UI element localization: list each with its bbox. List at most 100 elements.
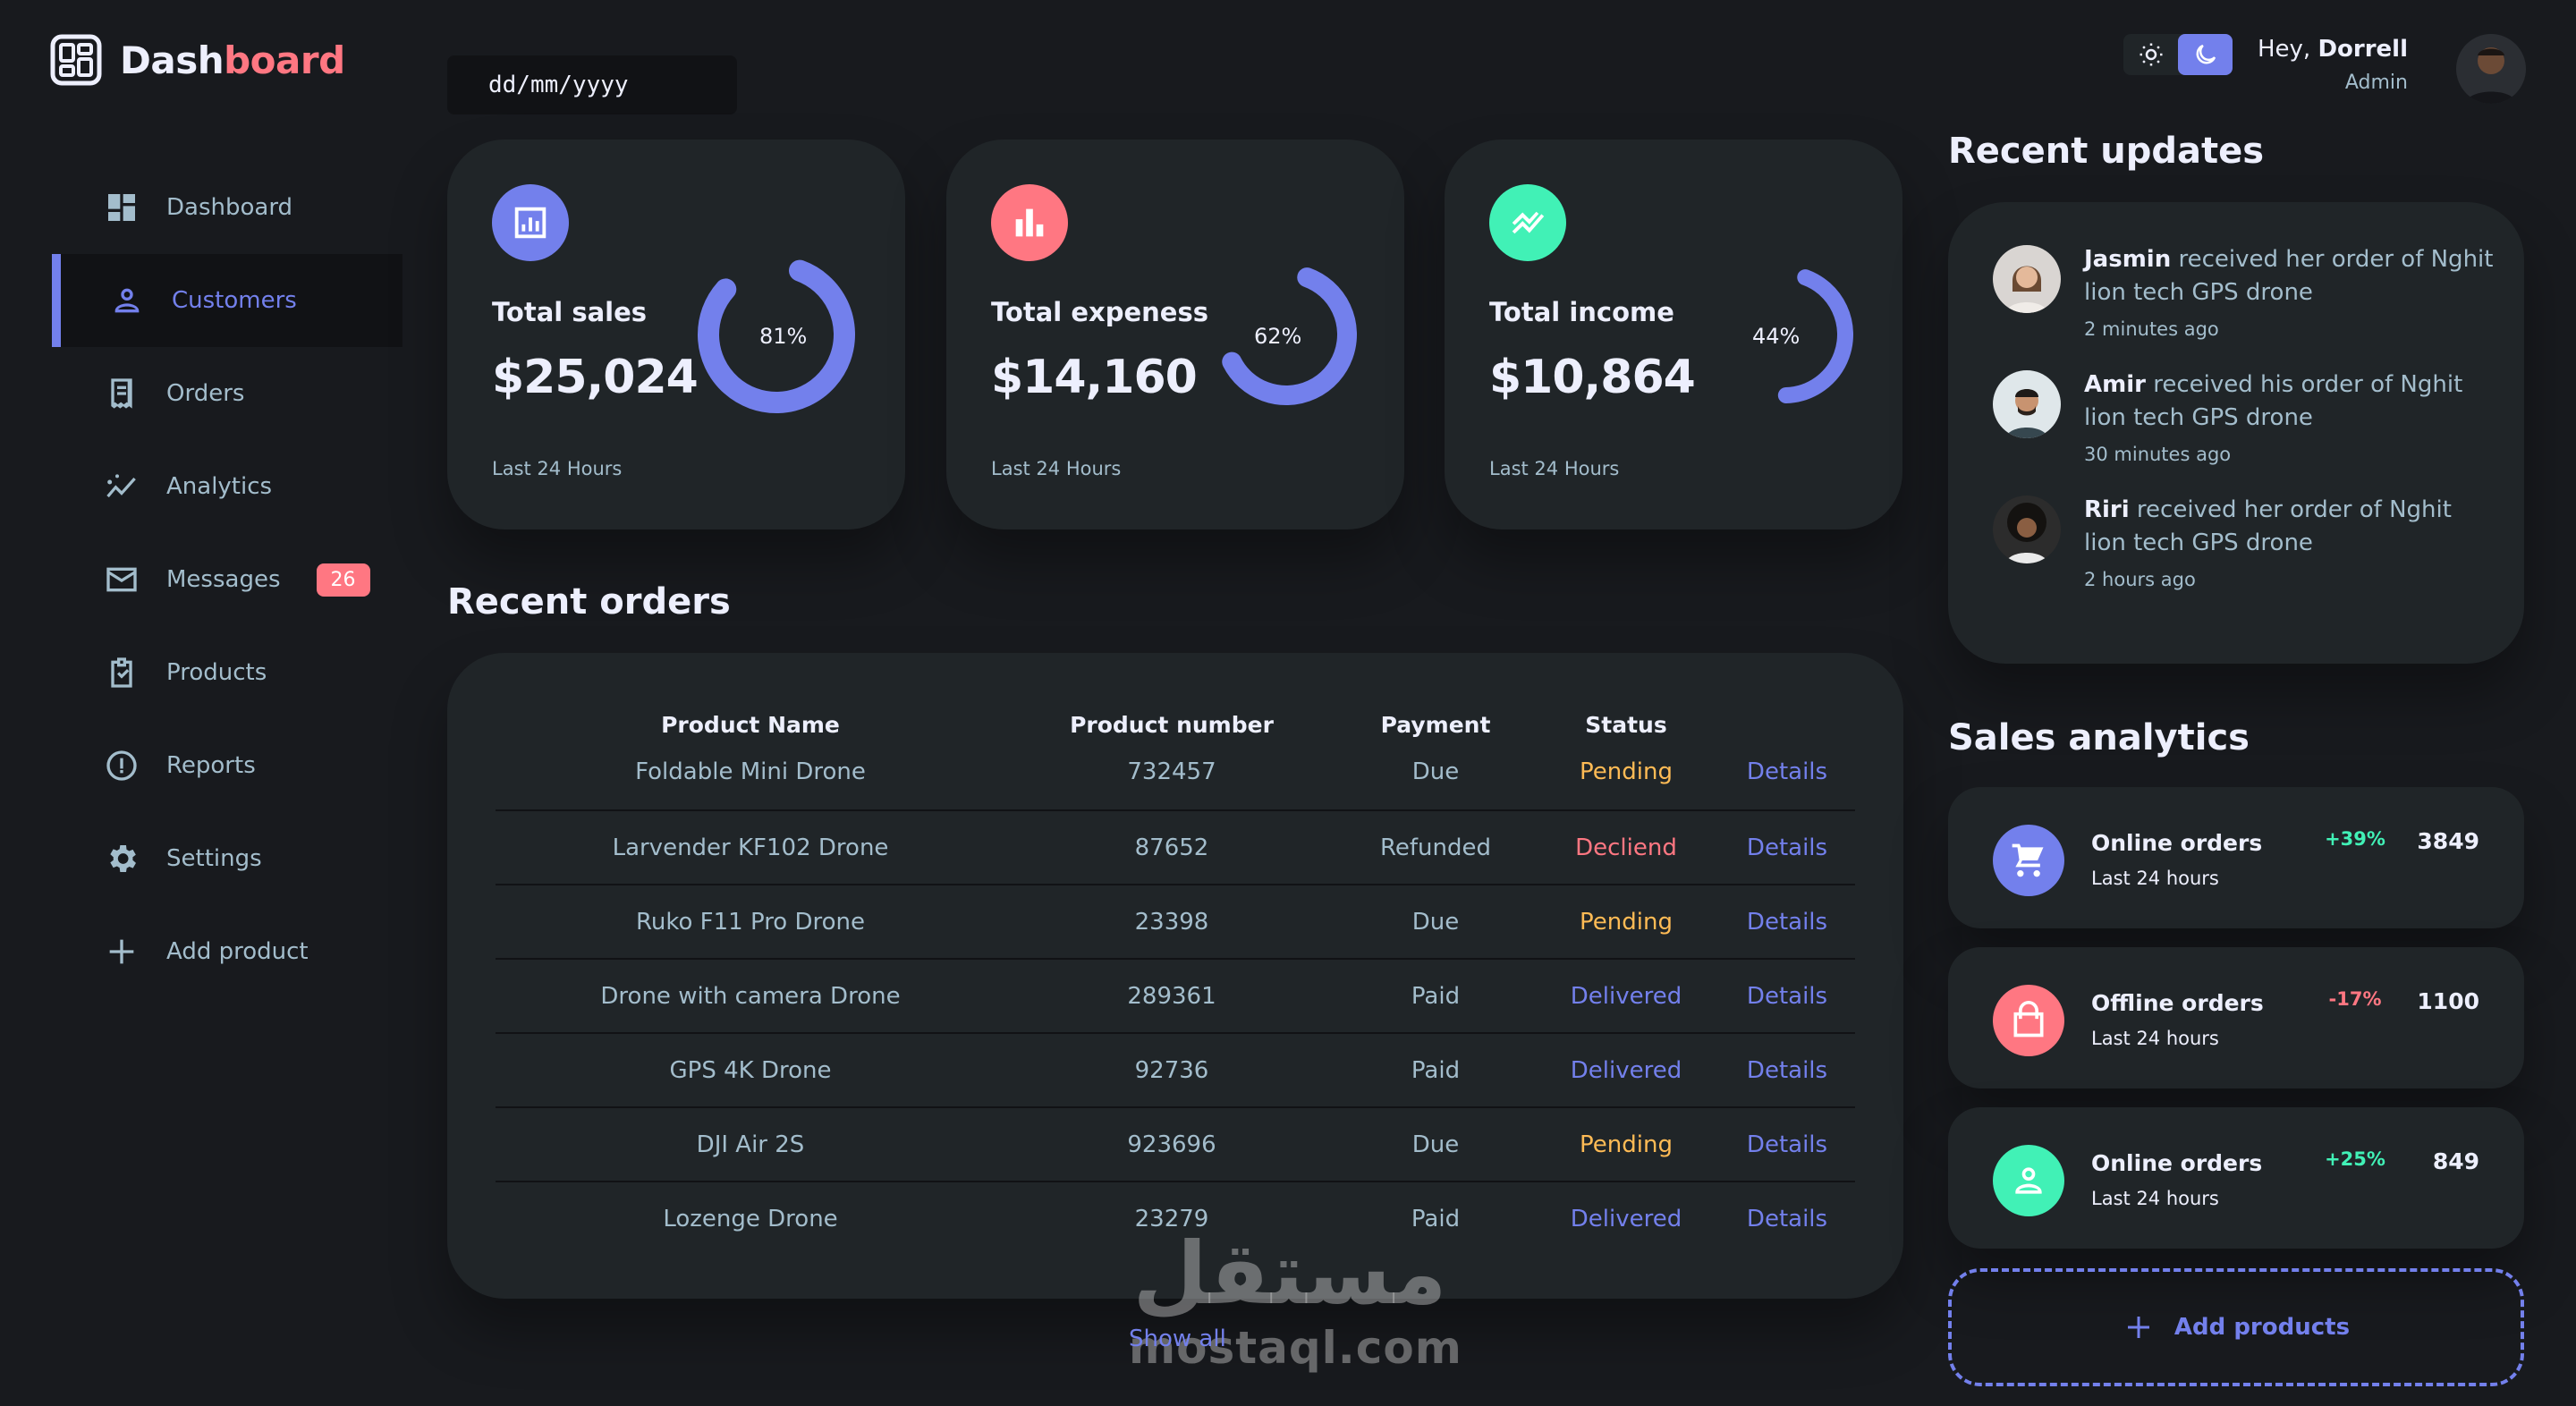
sidebar-item-reports[interactable]: Reports	[52, 719, 402, 812]
column-header: Product Name	[661, 711, 840, 738]
grid-icon	[108, 194, 135, 221]
payment-status: Due	[1338, 1107, 1533, 1182]
details-link[interactable]: Details	[1719, 959, 1855, 1034]
details-link[interactable]: Details	[1719, 746, 1855, 811]
watermark-arabic: مستقل	[1132, 1224, 1447, 1324]
stat-title: Total expeness	[991, 297, 1208, 327]
sidebar-item-label: Customers	[172, 287, 297, 314]
product-number: 732457	[1005, 746, 1338, 811]
messages-count-badge: 26	[316, 563, 370, 597]
payment-status: Paid	[1411, 1206, 1461, 1232]
orders-table: Product Name Product number Payment Stat…	[496, 696, 1855, 1256]
cart-icon	[1993, 825, 2064, 896]
sidebar-item-label: Settings	[166, 845, 262, 872]
sidebar-item-customers[interactable]: Customers	[52, 254, 402, 347]
stat-percent: 81%	[759, 324, 808, 349]
profile-info: Hey, Dorrell Admin	[2258, 36, 2408, 94]
avatar[interactable]	[2456, 34, 2526, 104]
chart-icon	[492, 184, 569, 261]
stat-percent: 62%	[1254, 324, 1302, 349]
update-time: 2 minutes ago	[2084, 318, 2219, 340]
stat-card-total-income: Total income $10,864 Last 24 Hours 44%	[1445, 140, 1902, 529]
update-time: 2 hours ago	[2084, 569, 2196, 590]
sidebar-item-messages[interactable]: Messages 26	[52, 533, 402, 626]
order-status: Delivered	[1570, 1206, 1682, 1232]
bag-icon	[1993, 985, 2064, 1056]
table-row: DJI Air 2S 923696 Due Pending Details	[496, 1107, 1855, 1182]
payment-status: Paid	[1338, 959, 1533, 1034]
sidebar-item-products[interactable]: Products	[52, 626, 402, 719]
sales-item-period: Last 24 hours	[2091, 1028, 2219, 1049]
theme-toggle[interactable]	[2123, 34, 2233, 75]
sales-item-change: +39%	[2325, 828, 2385, 850]
payment-status: Due	[1338, 746, 1533, 811]
details-link[interactable]: Details	[1719, 810, 1855, 885]
sidebar-item-analytics[interactable]: Analytics	[52, 440, 402, 533]
plus-icon	[109, 939, 134, 964]
stat-card-total-expenses: Total expeness $14,160 Last 24 Hours 62%	[946, 140, 1404, 529]
sidebar-item-add-product[interactable]: Add product	[52, 905, 402, 998]
profile-role: Admin	[2344, 72, 2408, 94]
details-link[interactable]: Details	[1719, 1107, 1855, 1182]
product-number: 23398	[1005, 885, 1338, 960]
sidebar-item-dashboard[interactable]: Dashboard	[52, 161, 402, 254]
trending-up-icon	[1489, 184, 1566, 261]
update-text: Amir received his order of Nghit lion te…	[2084, 371, 2463, 431]
sidebar-item-label: Orders	[166, 380, 245, 407]
stat-amount: $25,024	[492, 351, 699, 404]
sidebar-item-label: Messages	[166, 566, 281, 593]
bar-chart-icon	[991, 184, 1068, 261]
product-number: 92736	[1005, 1033, 1338, 1108]
sales-item-name: Online orders	[2091, 1150, 2263, 1176]
add-products-button[interactable]: Add products	[1948, 1268, 2524, 1386]
details-link[interactable]: Details	[1719, 885, 1855, 960]
watermark-latin: mostaql.com	[1129, 1322, 1462, 1374]
sidebar-item-label: Reports	[166, 752, 256, 779]
details-link[interactable]: Details	[1746, 1206, 1828, 1232]
gear-icon	[110, 845, 136, 872]
date-input[interactable]: dd/mm/yyyy	[447, 55, 737, 114]
product-name: Lozenge Drone	[663, 1206, 838, 1232]
table-row: Lozenge Drone 23279 Paid Delivered Detai…	[496, 1182, 1855, 1256]
clipboard-icon	[111, 657, 132, 688]
profile-name: Dorrell	[2318, 36, 2408, 63]
product-name: GPS 4K Drone	[496, 1033, 1005, 1108]
progress-ring-arc	[698, 256, 855, 413]
recent-orders-title: Recent orders	[447, 581, 731, 623]
sidebar-item-label: Products	[166, 659, 267, 686]
sales-item-value: 3849	[2417, 828, 2479, 854]
sales-item-period: Last 24 hours	[2091, 868, 2219, 889]
sidebar-nav: Dashboard Customers Orders Analytics Mes…	[52, 161, 402, 998]
sidebar-item-label: Analytics	[166, 473, 273, 500]
avatar	[1993, 495, 2061, 563]
receipt-icon	[111, 378, 132, 409]
column-header: Status	[1585, 711, 1667, 738]
stat-period: Last 24 Hours	[1489, 458, 1620, 479]
sidebar-item-orders[interactable]: Orders	[52, 347, 402, 440]
details-link[interactable]: Details	[1719, 1033, 1855, 1108]
dark-mode-button[interactable]	[2178, 34, 2233, 75]
show-all-link[interactable]: Show all	[1129, 1326, 1226, 1352]
sidebar: Dashboard Dashboard Customers Orders Ana…	[0, 0, 411, 1406]
payment-status: Refunded	[1338, 810, 1533, 885]
sales-item-new-customers: Online orders Last 24 hours +25% 849	[1948, 1107, 2524, 1249]
progress-ring-arc	[1216, 264, 1357, 405]
stat-period: Last 24 Hours	[991, 458, 1122, 479]
sales-item-name: Offline orders	[2091, 990, 2264, 1016]
product-name: Larvender KF102 Drone	[496, 810, 1005, 885]
product-name: Drone with camera Drone	[496, 959, 1005, 1034]
progress-ring-arc	[1716, 266, 1853, 403]
order-status: Pending	[1533, 746, 1719, 811]
sidebar-item-settings[interactable]: Settings	[52, 812, 402, 905]
sales-item-value: 849	[2432, 1148, 2479, 1174]
stat-period: Last 24 Hours	[492, 458, 623, 479]
trending-icon	[106, 474, 136, 498]
stat-percent: 44%	[1752, 324, 1801, 349]
brand-name: Dashboard	[120, 38, 345, 82]
order-status: Delivered	[1533, 1033, 1719, 1108]
sales-item-period: Last 24 hours	[2091, 1188, 2219, 1209]
logo[interactable]: Dashboard	[50, 34, 345, 86]
product-name: DJI Air 2S	[496, 1107, 1005, 1182]
product-number: 87652	[1005, 810, 1338, 885]
light-mode-button[interactable]	[2123, 34, 2178, 75]
